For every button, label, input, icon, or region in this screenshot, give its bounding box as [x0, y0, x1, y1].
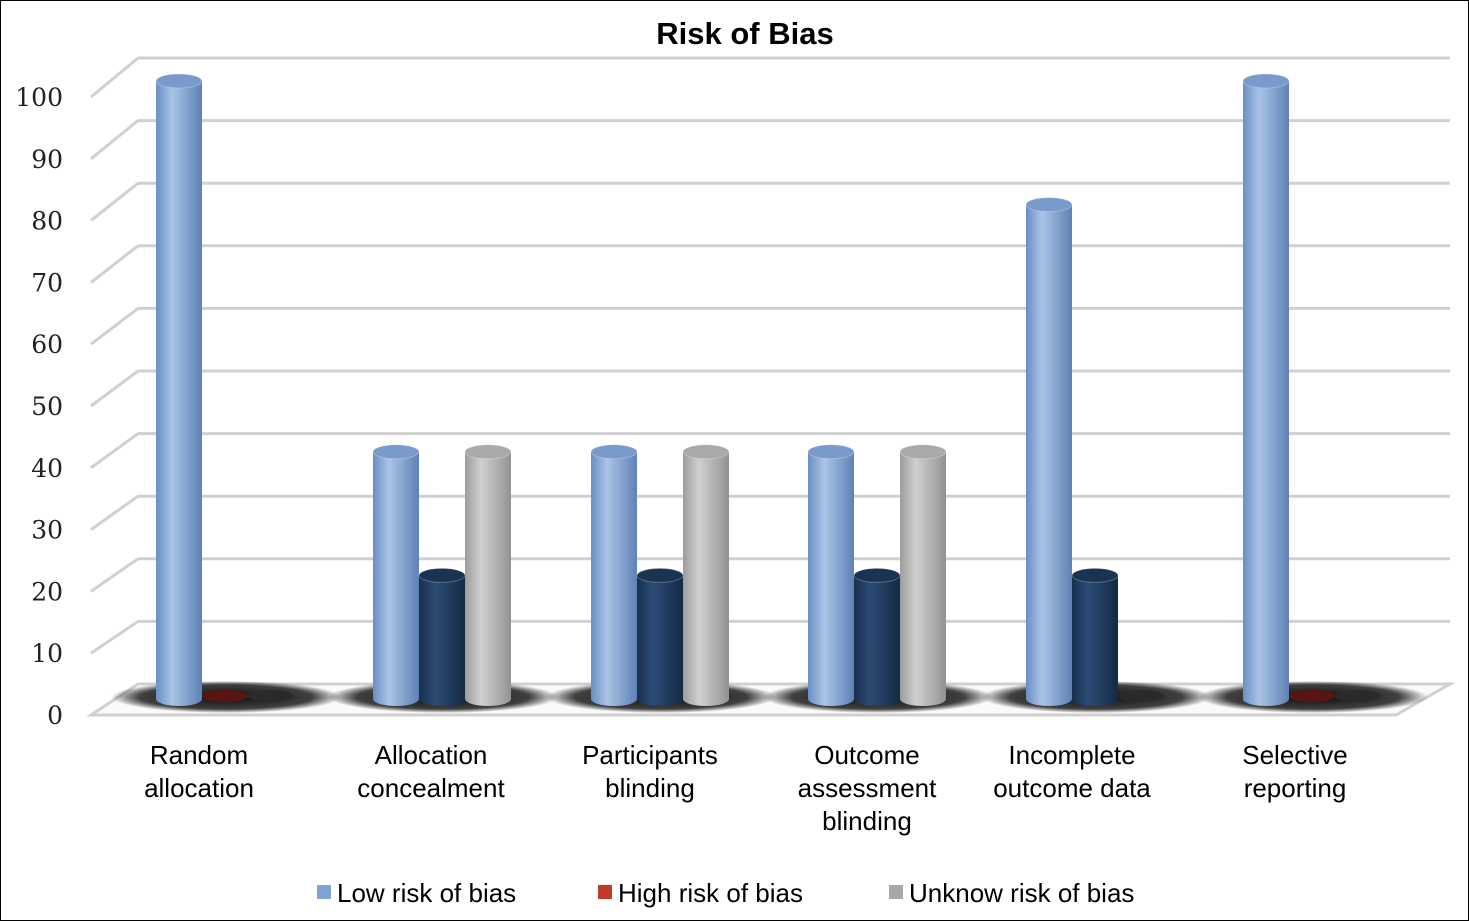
category-label: Incomplete outcome data [993, 740, 1151, 803]
grid-layer [90, 56, 1450, 655]
category-label: Random allocation [144, 740, 254, 803]
bar-base [465, 692, 511, 706]
gridline-depth [90, 557, 139, 593]
bar-base [808, 692, 854, 706]
y-tick-label: 20 [31, 577, 63, 606]
legend-label: Unknow risk of bias [909, 878, 1134, 908]
bar [1289, 690, 1335, 702]
y-tick-label: 100 [15, 83, 63, 112]
bar [1335, 690, 1381, 702]
category-label: Participants blinding [582, 740, 718, 803]
gridline-depth [90, 494, 139, 531]
bar [156, 81, 202, 699]
bar-cap [155, 73, 203, 89]
legend-swatch [317, 885, 331, 899]
gridline-depth [90, 369, 139, 408]
gridline-depth [90, 244, 139, 284]
bar [1243, 81, 1289, 699]
legend-label: High risk of bias [618, 878, 803, 908]
legend-swatch [889, 885, 903, 899]
bar [591, 451, 637, 699]
bar-cap [807, 444, 855, 460]
y-tick-label: 90 [31, 145, 63, 174]
x-axis-categories: Random allocation Allocation concealment Par… [144, 740, 1348, 836]
bar-cap [853, 567, 901, 583]
bar [248, 690, 294, 702]
bar-base [591, 692, 637, 706]
y-tick-label: 50 [31, 392, 63, 421]
bar-base [1026, 692, 1072, 706]
gridline-depth [90, 620, 139, 655]
gridline-depth [90, 432, 139, 470]
bar [808, 451, 854, 699]
bar-cap [372, 444, 420, 460]
y-tick-label: 30 [31, 516, 63, 545]
y-axis-ticks: 0 10 20 30 40 50 60 70 80 90 100 [15, 83, 63, 730]
bar-cap [418, 567, 466, 583]
bar-base [1072, 692, 1118, 706]
y-tick-label: 40 [31, 454, 63, 483]
y-tick-label: 0 [47, 701, 63, 730]
gridline-depth [90, 56, 139, 99]
bars-layer [111, 73, 1428, 713]
bar [202, 690, 248, 702]
bar [1118, 690, 1164, 702]
bar [637, 575, 683, 699]
bar [419, 575, 465, 699]
bar-base [419, 692, 465, 706]
bar-cap [464, 444, 512, 460]
gridline-depth [90, 182, 139, 222]
bar-base [854, 692, 900, 706]
bar-cap [590, 444, 638, 460]
legend-label: Low risk of bias [337, 878, 516, 908]
category-label: Allocation concealment [357, 740, 505, 803]
category-label: Selective reporting [1242, 740, 1348, 803]
bar-cap [1071, 567, 1119, 583]
y-tick-label: 60 [31, 330, 63, 359]
bar [683, 451, 729, 699]
bar-base [1243, 692, 1289, 706]
bar [1026, 204, 1072, 699]
bar [373, 451, 419, 699]
bar-cap [636, 567, 684, 583]
bar-base [637, 692, 683, 706]
bar-base [683, 692, 729, 706]
bar-cap [899, 444, 947, 460]
category-label: Outcome assessment blinding [798, 740, 937, 836]
bar [854, 575, 900, 699]
bar-base [373, 692, 419, 706]
y-tick-label: 80 [31, 207, 63, 236]
y-tick-label: 70 [31, 268, 63, 297]
bar-base [900, 692, 946, 706]
bar [900, 451, 946, 699]
legend-swatch [598, 885, 612, 899]
bar-cap [1242, 73, 1290, 89]
legend: Low risk of bias High risk of bias Unknow … [317, 878, 1134, 908]
bar [1072, 575, 1118, 699]
bar-cap [1025, 197, 1073, 213]
bar [465, 451, 511, 699]
bar-base [156, 692, 202, 706]
y-tick-label: 10 [31, 639, 63, 668]
gridline-depth [90, 307, 139, 346]
bar-cap [682, 444, 730, 460]
chart-title: Risk of Bias [656, 16, 833, 51]
gridline-depth [90, 119, 139, 160]
